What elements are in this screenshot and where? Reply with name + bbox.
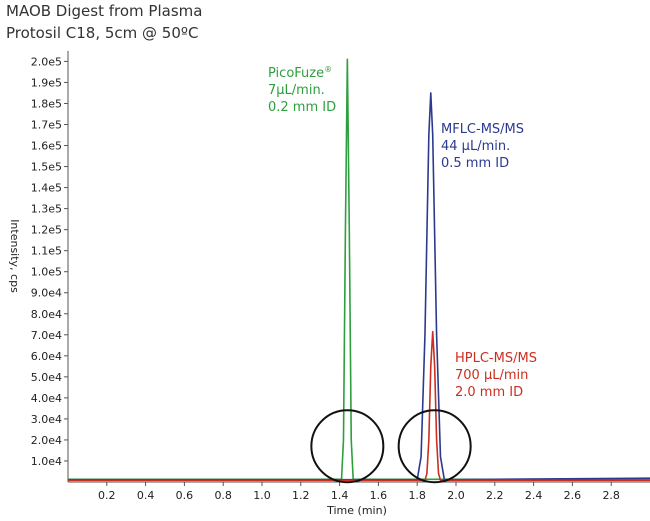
- y-tick-label: 1.0e4: [31, 455, 62, 468]
- y-tick-label: 1.1e5: [31, 245, 62, 258]
- annotation-mflc-line-2: 44 µL/min.: [441, 139, 510, 154]
- y-tick-label: 1.8e5: [31, 97, 62, 110]
- y-tick-label: 1.5e5: [31, 161, 62, 174]
- x-tick-label: 2.8: [602, 489, 620, 502]
- y-tick-label: 4.0e4: [31, 392, 62, 405]
- y-axis-label: Intensity, cps: [8, 219, 21, 293]
- x-tick-label: 2.2: [486, 489, 504, 502]
- y-tick-label: 1.9e5: [31, 76, 62, 89]
- series-picofuze-line: [68, 58, 650, 481]
- y-tick-label: 1.6e5: [31, 140, 62, 153]
- y-tick-label: 1.2e5: [31, 224, 62, 237]
- y-tick-label: 6.0e4: [31, 350, 62, 363]
- y-tick-label: 1.3e5: [31, 203, 62, 216]
- y-tick-label: 1.4e5: [31, 182, 62, 195]
- x-tick-label: 0.6: [176, 489, 194, 502]
- highlight-circle-2: [397, 409, 472, 484]
- y-tick-label: 1.0e5: [31, 266, 62, 279]
- highlight-circle-1: [310, 409, 385, 484]
- x-tick-label: 1.4: [331, 489, 349, 502]
- x-tick-label: 2.4: [525, 489, 543, 502]
- annotation-hplc-line-3: 2.0 mm ID: [455, 385, 523, 400]
- annotation-picofuze-line-2: 7µL/min.: [268, 83, 325, 98]
- series-mflc-line: [68, 92, 650, 481]
- annotation-mflc-line-1: MFLC-MS/MS: [441, 122, 524, 137]
- x-tick-label: 2.6: [564, 489, 582, 502]
- series-hplc-line: [68, 330, 650, 482]
- chart-subtitle: Protosil C18, 5cm @ 50ºC: [6, 24, 199, 42]
- x-tick-label: 0.4: [137, 489, 155, 502]
- y-tick-label: 5.0e4: [31, 371, 62, 384]
- x-tick-label: 2.0: [447, 489, 465, 502]
- x-tick-label: 1.0: [253, 489, 271, 502]
- x-tick-label: 0.8: [214, 489, 232, 502]
- y-tick-label: 1.7e5: [31, 119, 62, 132]
- annotation-hplc-line-2: 700 µL/min: [455, 368, 528, 383]
- annotation-picofuze-line-1: PicoFuze®: [268, 65, 332, 81]
- y-tick-label: 7.0e4: [31, 329, 62, 342]
- annotation-mflc-line-3: 0.5 mm ID: [441, 156, 509, 171]
- annotation-picofuze-line-3: 0.2 mm ID: [268, 100, 336, 115]
- x-axis-label: Time (min): [326, 504, 387, 517]
- chart-title: MAOB Digest from Plasma: [6, 2, 203, 20]
- x-tick-label: 1.2: [292, 489, 310, 502]
- y-tick-label: 9.0e4: [31, 287, 62, 300]
- x-tick-label: 1.8: [408, 489, 426, 502]
- y-tick-label: 2.0e5: [31, 55, 62, 68]
- annotation-hplc-line-1: HPLC-MS/MS: [455, 351, 537, 366]
- y-tick-label: 2.0e4: [31, 434, 62, 447]
- x-tick-label: 1.6: [370, 489, 388, 502]
- y-tick-label: 8.0e4: [31, 308, 62, 321]
- y-tick-label: 3.0e4: [31, 413, 62, 426]
- x-tick-label: 0.2: [98, 489, 116, 502]
